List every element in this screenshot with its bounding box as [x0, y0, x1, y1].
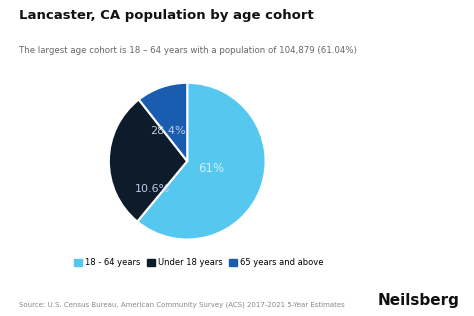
Text: Neilsberg: Neilsberg: [378, 293, 460, 308]
Wedge shape: [109, 100, 187, 222]
Text: The largest age cohort is 18 – 64 years with a population of 104,879 (61.04%): The largest age cohort is 18 – 64 years …: [19, 46, 357, 55]
Wedge shape: [137, 83, 265, 240]
Text: Source: U.S. Census Bureau, American Community Survey (ACS) 2017-2021 5-Year Est: Source: U.S. Census Bureau, American Com…: [19, 301, 345, 308]
Legend: 18 - 64 years, Under 18 years, 65 years and above: 18 - 64 years, Under 18 years, 65 years …: [71, 255, 327, 271]
Text: 10.6%: 10.6%: [134, 184, 170, 194]
Wedge shape: [139, 83, 187, 161]
Text: 61%: 61%: [198, 162, 224, 175]
Text: Lancaster, CA population by age cohort: Lancaster, CA population by age cohort: [19, 9, 314, 22]
Text: 28.4%: 28.4%: [150, 126, 185, 137]
